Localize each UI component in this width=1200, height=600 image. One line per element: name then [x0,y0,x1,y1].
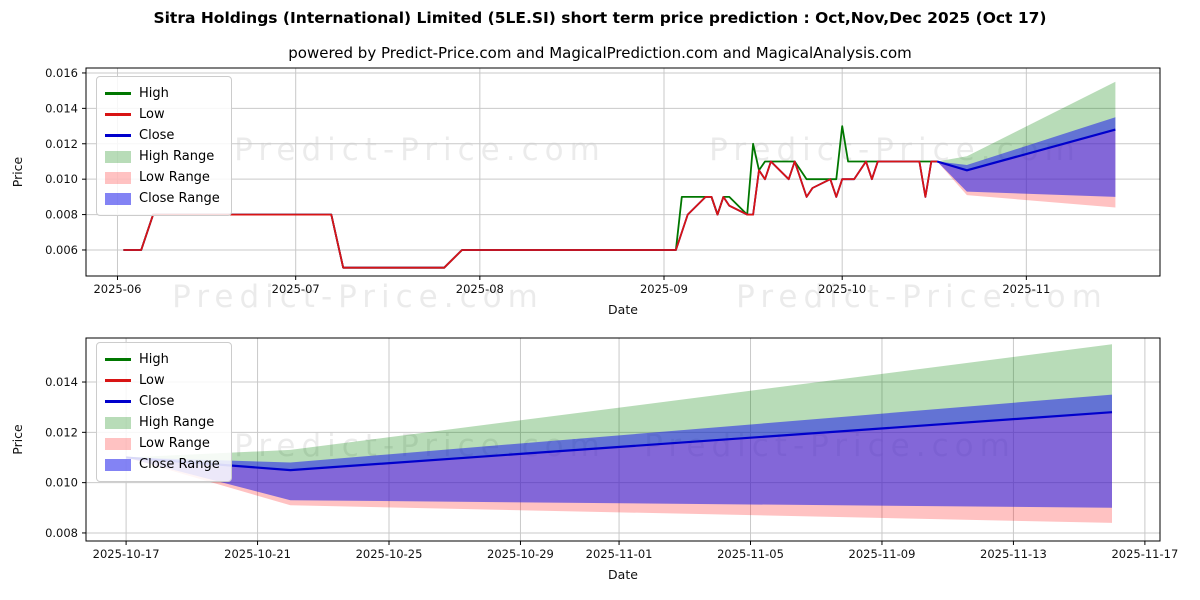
x-tick-label: 2025-11-13 [980,547,1047,561]
plot-area [126,344,1113,523]
y-axis-label: Price [10,156,25,187]
y-tick-label: 0.014 [45,375,78,389]
legend-label-close-range: Close Range [139,457,220,472]
legend-label-close: Close [139,128,175,143]
legend-label-close: Close [139,394,175,409]
y-tick-label: 0.010 [45,476,78,490]
band-close-range [126,394,1113,508]
y-tick-label: 0.010 [45,172,78,186]
high-line-swatch [105,92,131,95]
close-line-swatch [105,134,131,137]
y-tick-label: 0.006 [45,243,78,257]
y-tick-label: 0.012 [45,137,78,151]
low-range-swatch [105,437,131,450]
plot-area [123,81,1116,269]
legend-label-low-range: Low Range [139,170,210,185]
x-axis-label: Date [608,302,638,317]
y-tick-label: 0.016 [45,66,78,80]
y-tick-label: 0.008 [45,208,78,222]
plot-border [85,337,1161,542]
band-close-range [937,117,1116,197]
high-line-swatch [105,358,131,361]
legend-bottom-chart: High Low Close High Range Low Range Clos… [96,342,232,482]
legend-label-low: Low [139,373,165,388]
series-low [123,160,938,269]
x-tick-label: 2025-11-09 [849,547,916,561]
legend-label-high: High [139,352,169,367]
x-tick-label: 2025-06 [93,282,141,296]
x-tick-label: 2025-08 [456,282,504,296]
x-tick-label: 2025-10-25 [356,547,423,561]
x-tick-label: 2025-11-05 [717,547,784,561]
x-axis-label: Date [608,567,638,582]
legend-label-low: Low [139,107,165,122]
chart-subtitle: powered by Predict-Price.com and Magical… [288,44,912,62]
y-axis-label: Price [10,424,25,455]
high-range-swatch [105,150,131,163]
low-line-swatch [105,113,131,116]
legend-label-low-range: Low Range [139,436,210,451]
legend-label-high-range: High Range [139,415,215,430]
low-line-swatch [105,379,131,382]
x-tick-label: 2025-10-21 [224,547,291,561]
x-tick-label: 2025-07 [272,282,320,296]
plot-border [85,67,1161,277]
legend-label-high-range: High Range [139,149,215,164]
high-range-swatch [105,416,131,429]
x-tick-label: 2025-10-17 [93,547,160,561]
x-tick-label: 2025-11 [1002,282,1050,296]
legend-label-high: High [139,86,169,101]
y-tick-label: 0.008 [45,526,78,540]
y-tick-label: 0.014 [45,101,78,115]
series-close-forecast [936,128,1116,172]
x-tick-label: 2025-09 [640,282,688,296]
legend-label-close-range: Close Range [139,191,220,206]
y-tick-label: 0.012 [45,425,78,439]
x-tick-label: 2025-11-01 [586,547,653,561]
low-range-swatch [105,171,131,184]
x-tick-label: 2025-10-29 [487,547,554,561]
chart-title: Sitra Holdings (International) Limited (… [153,9,1047,27]
close-range-swatch [105,458,131,471]
x-tick-label: 2025-10 [818,282,866,296]
close-range-swatch [105,192,131,205]
legend-top-chart: High Low Close High Range Low Range Clos… [96,76,232,216]
x-tick-label: 2025-11-17 [1111,547,1178,561]
close-line-swatch [105,400,131,403]
